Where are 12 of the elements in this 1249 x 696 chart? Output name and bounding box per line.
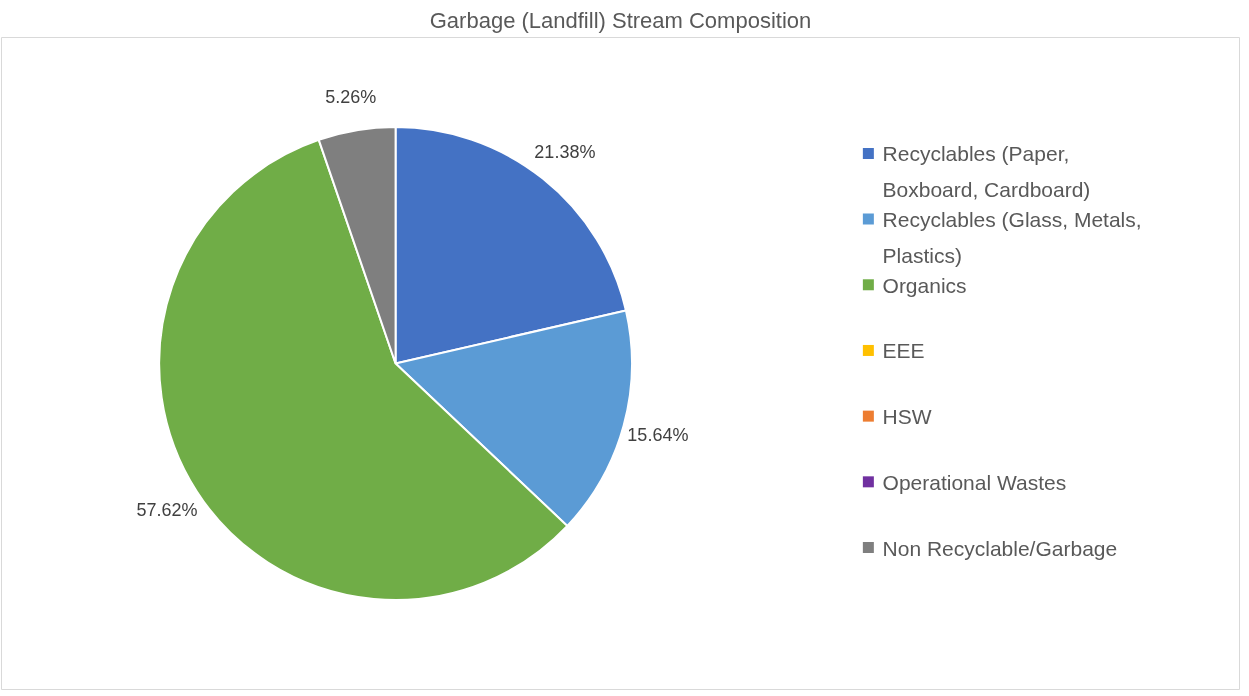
legend-label: Organics: [882, 273, 967, 297]
legend-label: Recyclables (Paper, Boxboard, Cardboard): [882, 142, 1091, 202]
legend-label: Non Recyclable/Garbage: [882, 536, 1118, 560]
data-label: 21.38%: [534, 141, 596, 162]
chart-title: Garbage (Landfill) Stream Composition: [429, 7, 812, 33]
legend-label: Recyclables (Glass, Metals, Plastics): [882, 208, 1142, 267]
legend-label: EEE: [882, 339, 925, 363]
data-label: 15.64%: [627, 424, 689, 445]
legend-label: HSW: [882, 405, 932, 429]
data-label: 57.62%: [136, 499, 198, 520]
legend-label: Operational Wastes: [882, 470, 1067, 494]
data-label: 5.26%: [325, 86, 377, 107]
